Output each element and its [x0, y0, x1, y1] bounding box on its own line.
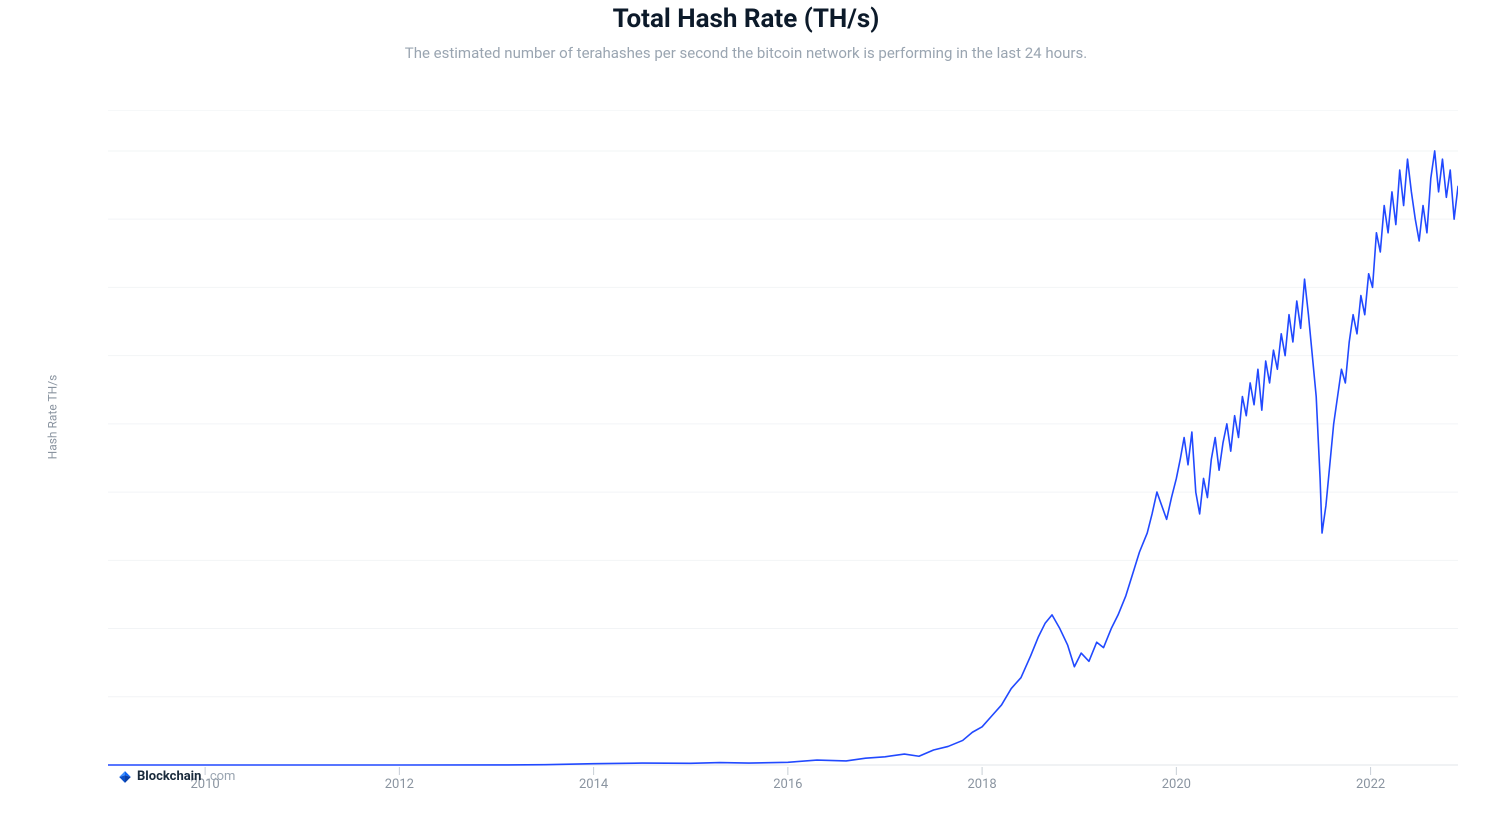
- attribution-brand: Blockchain: [137, 769, 201, 784]
- attribution: Blockchain .com: [118, 769, 235, 784]
- x-tick-label: 2014: [579, 777, 609, 792]
- chart-svg: 50m100m150m200m2010201220142016201820202…: [108, 110, 1458, 810]
- plot-area: 50m100m150m200m2010201220142016201820202…: [108, 110, 1458, 765]
- chart-subtitle: The estimated number of terahashes per s…: [0, 44, 1492, 62]
- hashrate-line: [108, 151, 1458, 765]
- attribution-suffix: .com: [206, 769, 235, 784]
- blockchain-logo-icon: [118, 770, 132, 784]
- chart-title: Total Hash Rate (TH/s): [0, 0, 1492, 34]
- x-tick-label: 2022: [1356, 777, 1385, 792]
- x-tick-label: 2016: [773, 777, 802, 792]
- x-tick-label: 2020: [1162, 777, 1191, 792]
- x-tick-label: 2012: [385, 777, 414, 792]
- hashrate-chart: Total Hash Rate (TH/s) The estimated num…: [0, 0, 1492, 833]
- x-tick-label: 2018: [967, 777, 996, 792]
- y-axis-label: Hash Rate TH/s: [45, 374, 59, 459]
